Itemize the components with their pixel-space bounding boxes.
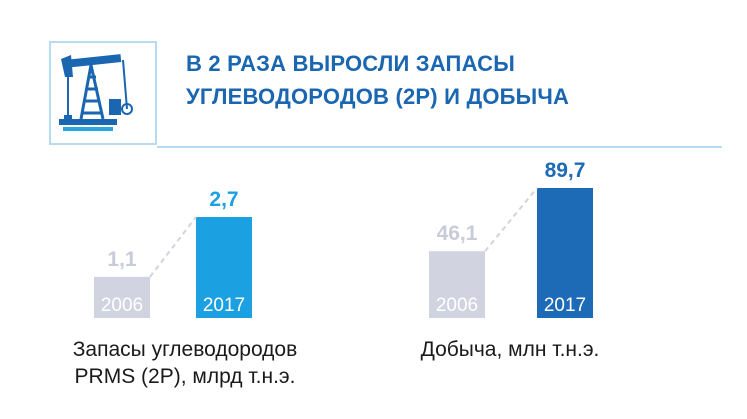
- production-bar-2006: [429, 251, 485, 318]
- oil-pump-icon: [59, 54, 134, 131]
- production-category-label-2017: 2017: [544, 295, 586, 316]
- caption-production-line-1: Добыча, млн т.н.э.: [420, 338, 600, 361]
- title-divider: [157, 146, 722, 148]
- caption-reserves: Запасы углеводородов PRMS (2P), млрд т.н…: [20, 336, 350, 390]
- production-bar-2017: [537, 188, 593, 318]
- caption-production: Добыча, млн т.н.э.: [385, 336, 635, 363]
- caption-reserves-line-2: PRMS (2P), млрд т.н.э.: [74, 365, 296, 388]
- reserves-category-label-2006: 2006: [101, 295, 143, 316]
- production-value-label-2017: 89,7: [545, 159, 586, 182]
- reserves-bar-2006: [94, 276, 150, 318]
- caption-reserves-line-1: Запасы углеводородов: [72, 338, 298, 361]
- production-trend-connector: [484, 187, 538, 252]
- production-value-label-2006: 46,1: [437, 222, 478, 245]
- title-line-2: УГЛЕВОДОРОДОВ (2P) И ДОБЫЧА: [186, 84, 570, 109]
- chart-title: В 2 РАЗА ВЫРОСЛИ ЗАПАСЫ УГЛЕВОДОРОДОВ (2…: [186, 47, 569, 113]
- reserves-category-label-2017: 2017: [203, 295, 245, 316]
- title-line-1: В 2 РАЗА ВЫРОСЛИ ЗАПАСЫ: [186, 51, 515, 76]
- reserves-value-label-2017: 2,7: [209, 188, 238, 211]
- reserves-bar-2017: [196, 217, 252, 318]
- icon-frame: [49, 41, 157, 145]
- production-category-label-2006: 2006: [436, 295, 478, 316]
- reserves-value-label-2006: 1,1: [107, 248, 137, 271]
- reserves-trend-connector: [149, 216, 197, 278]
